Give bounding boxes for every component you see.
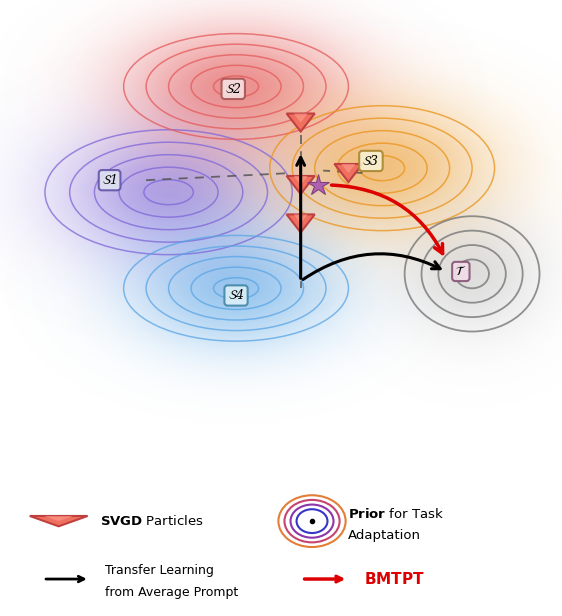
Text: $\mathbf{BMTPT}$: $\mathbf{BMTPT}$ [364, 571, 424, 587]
Text: $\mathcal{S}$4: $\mathcal{S}$4 [228, 288, 244, 302]
Polygon shape [287, 113, 315, 132]
Polygon shape [30, 516, 88, 526]
Polygon shape [294, 176, 308, 185]
Text: $\mathcal{S}$3: $\mathcal{S}$3 [362, 154, 379, 168]
Polygon shape [287, 176, 315, 194]
Polygon shape [44, 516, 73, 521]
FancyArrowPatch shape [303, 254, 440, 280]
Text: Adaptation: Adaptation [348, 529, 421, 543]
Text: $\mathbf{Prior}$ for Task: $\mathbf{Prior}$ for Task [348, 507, 444, 521]
Text: $\mathbf{SVGD}$ Particles: $\mathbf{SVGD}$ Particles [100, 514, 203, 528]
Text: from Average Prompt: from Average Prompt [105, 586, 238, 599]
Polygon shape [334, 164, 362, 182]
FancyBboxPatch shape [12, 484, 550, 612]
Text: $\mathcal{S}$1: $\mathcal{S}$1 [102, 173, 117, 187]
Text: $\mathcal{S}$2: $\mathcal{S}$2 [225, 82, 242, 96]
Polygon shape [294, 113, 308, 123]
Polygon shape [342, 164, 355, 173]
Text: Transfer Learning: Transfer Learning [105, 564, 214, 577]
Polygon shape [294, 214, 308, 224]
Polygon shape [287, 214, 315, 232]
FancyArrowPatch shape [332, 185, 443, 254]
Text: $\mathcal{T}$: $\mathcal{T}$ [455, 265, 466, 278]
FancyArrowPatch shape [297, 158, 305, 278]
